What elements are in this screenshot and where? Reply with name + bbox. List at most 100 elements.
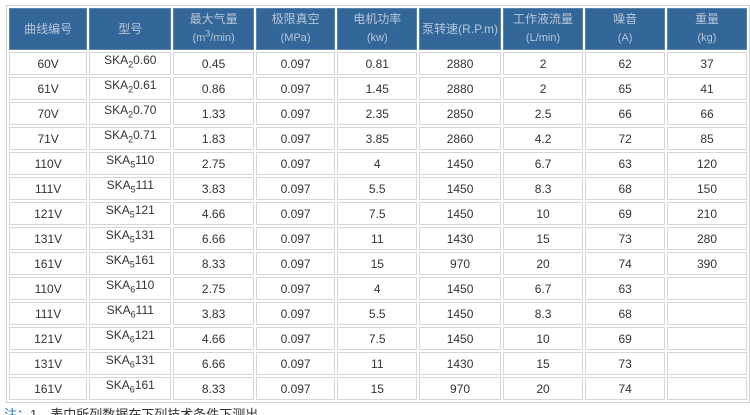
model-suffix: 121 (134, 328, 155, 342)
cell-weight: 41 (666, 77, 747, 100)
spec-table: 曲线编号 型号 最大气量 (m3/min) 极限真空 (MPa) 电机功率 (kw) 泵转速(R… (6, 5, 750, 403)
model-suffix: 111 (135, 303, 154, 317)
model-sub: 2 (128, 59, 134, 70)
column-title: 型号 (118, 21, 143, 36)
model-sub: 5 (129, 259, 135, 270)
cell-weight: 150 (666, 177, 747, 200)
model-prefix: SKA (105, 378, 130, 392)
cell-model: SKA20.71 (89, 127, 172, 150)
table-row: 161V SKA5161 8.33 0.097 15 970 20 74 390 (9, 252, 747, 275)
cell-noise: 69 (585, 202, 665, 225)
cell-model: SKA5121 (89, 202, 172, 225)
model-sub: 2 (128, 109, 134, 120)
table-row: 70V SKA20.70 1.33 0.097 2.35 2850 2.5 66 66 (9, 102, 747, 125)
column-unit: (MPa) (280, 32, 311, 44)
cell-weight: 280 (666, 227, 747, 250)
cell-liquid: 15 (502, 227, 584, 250)
model-sub: 6 (130, 284, 136, 295)
model-suffix: 0.61 (133, 78, 157, 92)
column-header: 噪音 (A) (585, 8, 665, 50)
cell-flow: 3.83 (173, 302, 254, 325)
cell-vacuum: 0.097 (255, 77, 336, 100)
table-row: 121V SKA6121 4.66 0.097 7.5 1450 10 69 (9, 327, 747, 350)
cell-weight (666, 377, 747, 400)
model-prefix: SKA (106, 153, 131, 167)
cell-weight: 120 (666, 152, 747, 175)
cell-speed: 1450 (419, 152, 501, 175)
cell-power: 5.5 (337, 302, 418, 325)
cell-curve: 121V (9, 327, 88, 350)
column-title: 极限真空 (271, 12, 320, 26)
cell-vacuum: 0.097 (255, 252, 336, 275)
table-row: 111V SKA6111 3.83 0.097 5.5 1450 8.3 68 (9, 302, 747, 325)
cell-flow: 4.66 (173, 202, 254, 225)
cell-flow: 2.75 (173, 152, 254, 175)
column-header: 重量 (kg) (666, 8, 747, 50)
column-title: 曲线编号 (24, 21, 73, 36)
model-suffix: 131 (134, 353, 155, 367)
cell-flow: 6.66 (173, 227, 254, 250)
cell-vacuum: 0.097 (255, 377, 336, 400)
cell-noise: 72 (585, 127, 665, 150)
cell-vacuum: 0.097 (255, 352, 336, 375)
cell-liquid: 8.3 (502, 177, 584, 200)
cell-noise: 62 (585, 52, 665, 75)
cell-noise: 68 (585, 302, 665, 325)
cell-power: 11 (337, 352, 418, 375)
cell-flow: 0.86 (173, 77, 254, 100)
cell-curve: 131V (9, 352, 88, 375)
cell-flow: 0.45 (173, 52, 254, 75)
table-row: 121V SKA5121 4.66 0.097 7.5 1450 10 69 210 (9, 202, 747, 225)
cell-liquid: 8.3 (502, 302, 584, 325)
cell-model: SKA6121 (89, 327, 172, 350)
model-sub: 5 (130, 184, 136, 195)
column-title: 噪音 (613, 12, 638, 26)
cell-noise: 73 (585, 352, 665, 375)
cell-power: 11 (337, 227, 418, 250)
cell-speed: 1450 (419, 277, 501, 300)
cell-curve: 111V (9, 177, 88, 200)
cell-speed: 2860 (419, 127, 501, 150)
cell-speed: 2880 (419, 77, 501, 100)
table-row: 61V SKA20.61 0.86 0.097 1.45 2880 2 65 41 (9, 77, 747, 100)
cell-model: SKA20.70 (89, 102, 172, 125)
cell-speed: 970 (419, 377, 501, 400)
model-prefix: SKA (105, 328, 130, 342)
model-sub: 2 (128, 134, 134, 145)
cell-model: SKA20.61 (89, 77, 172, 100)
cell-curve: 71V (9, 127, 88, 150)
column-title: 最大气量 (189, 12, 238, 26)
cell-noise: 66 (585, 102, 665, 125)
cell-flow: 6.66 (173, 352, 254, 375)
cell-power: 7.5 (337, 327, 418, 350)
cell-power: 1.45 (337, 77, 418, 100)
model-prefix: SKA (106, 178, 131, 192)
cell-noise: 63 (585, 277, 665, 300)
cell-power: 5.5 (337, 177, 418, 200)
model-sub: 5 (129, 209, 135, 220)
cell-vacuum: 0.097 (255, 102, 336, 125)
cell-flow: 1.33 (173, 102, 254, 125)
cell-power: 2.35 (337, 102, 418, 125)
model-sub: 6 (129, 384, 135, 395)
note-text: 1、表中所列数据在下列技术条件下测出 (30, 407, 259, 415)
cell-flow: 8.33 (173, 377, 254, 400)
cell-vacuum: 0.097 (255, 202, 336, 225)
cell-power: 3.85 (337, 127, 418, 150)
cell-curve: 60V (9, 52, 88, 75)
cell-speed: 2880 (419, 52, 501, 75)
column-header: 最大气量 (m3/min) (173, 8, 254, 50)
cell-power: 7.5 (337, 202, 418, 225)
column-title: 泵转速(R.P.m) (422, 21, 498, 36)
column-title: 电机功率 (353, 12, 402, 26)
cell-curve: 61V (9, 77, 88, 100)
cell-speed: 1430 (419, 227, 501, 250)
cell-power: 15 (337, 252, 418, 275)
cell-speed: 1450 (419, 327, 501, 350)
cell-weight: 37 (666, 52, 747, 75)
model-suffix: 161 (134, 378, 155, 392)
cell-liquid: 2 (502, 77, 584, 100)
cell-model: SKA6110 (89, 277, 172, 300)
model-prefix: SKA (106, 278, 131, 292)
cell-noise: 68 (585, 177, 665, 200)
